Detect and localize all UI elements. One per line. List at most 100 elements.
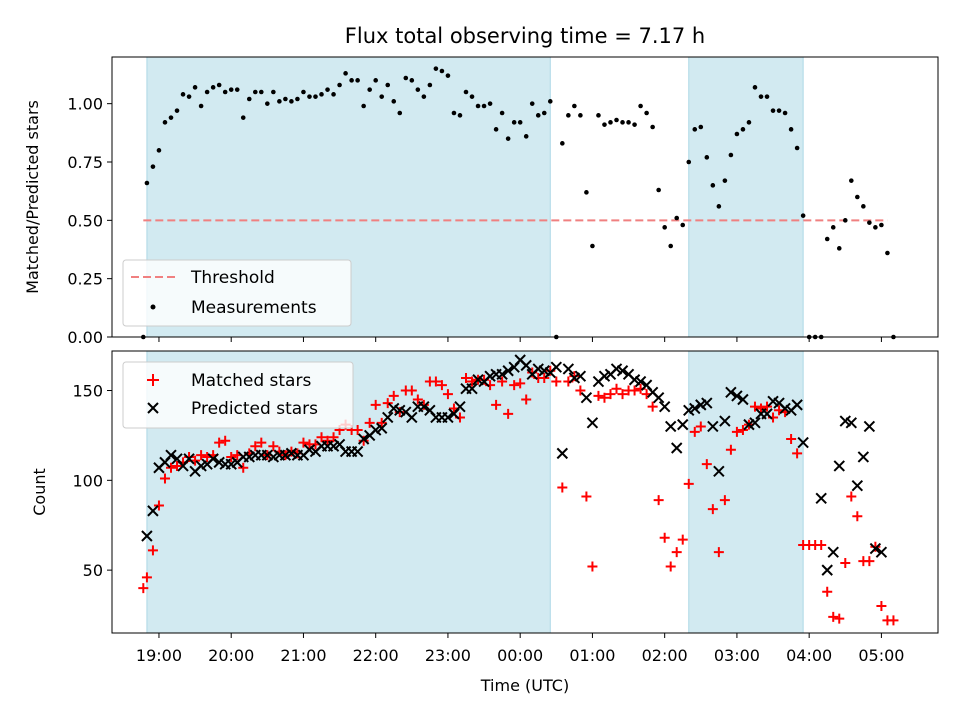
predicted-star-point: [875, 546, 888, 558]
measurement-point: [873, 225, 878, 230]
count-x-axis: 19:00 20:00 21:00 22:00 23:00 00:00 01:00 02:00…: [136, 633, 904, 665]
matched-star-point: [141, 572, 152, 583]
x-tick-label: 02:00: [642, 646, 688, 665]
y-tick-label: 0.50: [67, 211, 103, 230]
predicted-stars-series: [141, 354, 888, 576]
predicted-star-point: [442, 411, 454, 424]
matched-star-point: [430, 376, 441, 387]
measurement-point: [638, 103, 643, 109]
measurement-point: [644, 110, 649, 116]
observing-window-2: [688, 56, 804, 338]
matched-star-point: [611, 383, 622, 394]
matched-star-point: [491, 399, 502, 410]
measurement-point: [547, 99, 553, 104]
predicted-star-point: [351, 445, 364, 458]
matched-star-point: [539, 372, 550, 383]
predicted-star-point: [454, 400, 466, 413]
matched-star-point: [406, 385, 417, 396]
x-tick-label: 21:00: [280, 646, 326, 665]
measurement-point: [307, 94, 312, 99]
matched-star-point: [358, 435, 369, 446]
measurement-point: [752, 85, 758, 90]
measurement-point: [529, 101, 535, 106]
ratio-y-axis: 0.00 0.25 0.50 0.75 1.00: [67, 95, 112, 347]
matched-star-point: [226, 451, 237, 462]
matched-star-point: [822, 586, 833, 597]
measurement-point: [162, 120, 168, 125]
measurement-point: [855, 194, 860, 200]
matched-star-point: [214, 437, 225, 448]
matched-star-point: [172, 460, 183, 471]
measurement-point: [716, 204, 722, 209]
measurement-point: [361, 103, 366, 109]
predicted-star-point: [574, 370, 587, 382]
measurement-point: [608, 120, 613, 125]
matched-star-point: [328, 432, 339, 443]
matched-star-point: [888, 615, 899, 626]
matched-star-point: [762, 401, 773, 412]
measurement-point: [541, 110, 547, 116]
matched-star-point: [629, 385, 640, 396]
measurement-point: [782, 110, 788, 116]
measurement-point: [788, 127, 794, 132]
measurement-point: [656, 187, 661, 193]
matched-star-point: [159, 473, 170, 484]
observing-window-2: [688, 350, 804, 634]
measurement-point: [403, 75, 409, 81]
x-tick-label: 23:00: [425, 646, 471, 665]
measurement-point: [632, 122, 637, 127]
measurement-point: [373, 78, 378, 83]
matched-star-point: [593, 390, 604, 401]
matched-star-point: [756, 403, 766, 414]
matched-star-point: [725, 444, 736, 455]
ratio-panel: 0.00 0.25 0.50 0.75 1.00 Matched/Predicted s…: [23, 56, 939, 347]
measurement-point: [216, 82, 222, 88]
count-legend: Matched stars Predicted stars: [122, 361, 354, 429]
measurement-point: [228, 87, 234, 92]
measurement-point: [192, 85, 198, 90]
matched-star-point: [834, 613, 845, 624]
matched-star-point: [587, 561, 598, 572]
matched-star-point: [412, 394, 423, 405]
measurement-point: [764, 94, 770, 99]
matched-star-point: [876, 601, 887, 612]
ratio-x-ticks: [158, 337, 882, 342]
predicted-star-point: [207, 453, 219, 465]
measurement-point: [463, 89, 469, 95]
measurement-point: [150, 164, 156, 169]
matched-star-point: [298, 437, 309, 448]
measurement-point: [349, 78, 354, 83]
measurement-point: [289, 99, 294, 104]
measurement-point: [415, 87, 421, 92]
count-panel-frame: [111, 350, 939, 634]
measurement-point: [198, 103, 204, 109]
measurement-point: [686, 159, 692, 165]
measurement-point: [590, 243, 595, 249]
matched-star-point: [388, 390, 399, 401]
legend-predicted-label: Predicted stars: [191, 399, 318, 419]
measurement-point: [295, 96, 300, 102]
predicted-star-point: [634, 375, 647, 388]
matched-star-point: [792, 448, 803, 459]
measurement-point: [265, 101, 270, 106]
x-tick-label: 03:00: [714, 646, 760, 665]
predicted-star-point: [520, 359, 532, 372]
predicted-star-point: [183, 453, 195, 465]
measurement-point: [578, 113, 583, 118]
x-axis-label: Time (UTC): [480, 676, 569, 695]
predicted-star-point: [406, 411, 418, 424]
matched-star-point: [557, 482, 568, 493]
measurement-point: [867, 220, 872, 225]
predicted-star-point: [165, 449, 177, 461]
measurement-point: [614, 117, 619, 123]
predicted-star-point: [658, 400, 671, 413]
legend-measurements-swatch: [150, 304, 156, 310]
chart-title: Flux total observing time = 7.17 h: [345, 24, 705, 48]
measurement-point: [584, 190, 589, 195]
measurement-point: [469, 94, 475, 99]
measurement-point: [240, 115, 246, 120]
matched-star-point: [509, 380, 520, 391]
measurement-point: [560, 141, 565, 146]
legend-matched-label: Matched stars: [191, 371, 311, 391]
matched-star-point: [352, 425, 363, 436]
